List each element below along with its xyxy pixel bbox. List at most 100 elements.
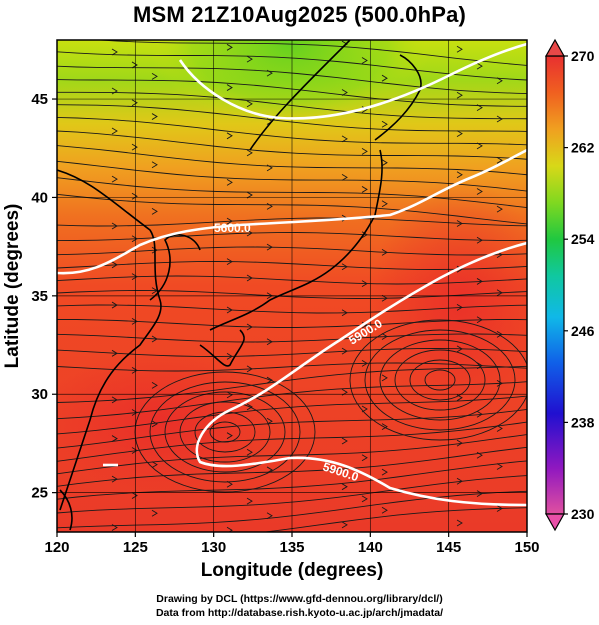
streamline-arrow bbox=[381, 120, 388, 128]
streamline-arrow bbox=[266, 376, 273, 384]
streamline-arrow bbox=[246, 229, 253, 237]
streamline-arrow bbox=[246, 55, 253, 63]
streamline-arrow bbox=[361, 405, 368, 413]
streamline bbox=[57, 408, 527, 449]
streamline-arrow bbox=[476, 188, 483, 195]
streamline-arrow bbox=[226, 84, 233, 91]
streamline-arrow bbox=[476, 316, 483, 324]
streamline-arrow bbox=[341, 521, 348, 529]
streamline-arrow bbox=[246, 403, 253, 411]
streamline-arrow bbox=[111, 396, 118, 404]
contour-label-5600: 5600.0 bbox=[214, 221, 251, 235]
wind-streamlines bbox=[57, 40, 527, 532]
streamline-arrow bbox=[226, 179, 233, 186]
y-tick-label: 35 bbox=[31, 288, 48, 305]
vortex-streamline bbox=[379, 339, 501, 421]
streamline-arrow bbox=[111, 475, 118, 483]
streamline-arrow bbox=[361, 231, 368, 239]
streamline-arrow bbox=[226, 352, 233, 360]
vortex-streamline bbox=[149, 381, 301, 483]
streamline-arrow bbox=[456, 304, 463, 311]
streamline bbox=[57, 217, 527, 227]
vortex-streamline bbox=[164, 391, 286, 473]
contour-5600-north bbox=[178, 42, 527, 120]
streamline-arrow bbox=[131, 273, 138, 281]
streamline-arrow bbox=[381, 506, 388, 514]
streamline-arrow bbox=[151, 72, 158, 80]
coastlines bbox=[57, 40, 422, 531]
streamline bbox=[57, 395, 527, 435]
streamline-arrow bbox=[361, 186, 368, 193]
streamline bbox=[57, 475, 527, 514]
vortex-streamline bbox=[394, 349, 486, 411]
streamline-arrow bbox=[496, 205, 503, 213]
streamline-arrow bbox=[131, 447, 138, 454]
streamline-arrow bbox=[266, 466, 273, 474]
streamline-arrow bbox=[456, 345, 463, 353]
streamline-arrow bbox=[226, 43, 233, 51]
colorbar: 270 262 254 246 238 230 bbox=[544, 38, 595, 532]
streamline-arrow bbox=[111, 48, 118, 56]
streamline-arrow bbox=[456, 220, 463, 227]
streamline-arrow bbox=[131, 99, 138, 107]
graticule bbox=[57, 40, 527, 532]
streamline-arrow bbox=[131, 409, 138, 416]
vortex-streamline bbox=[349, 319, 527, 441]
streamline-arrow bbox=[381, 374, 388, 382]
y-tick-label: 25 bbox=[31, 485, 48, 502]
streamline-arrow bbox=[341, 263, 348, 271]
streamline-arrow bbox=[151, 381, 158, 389]
x-tick-label: 140 bbox=[358, 539, 383, 556]
streamline-arrow bbox=[131, 192, 138, 200]
streamline-arrow bbox=[381, 159, 388, 167]
height-contours bbox=[57, 42, 527, 507]
streamline-arrow bbox=[266, 338, 273, 346]
colorbar-bottom-arrow bbox=[544, 513, 566, 532]
streamline-arrow bbox=[151, 420, 158, 428]
vortex-streamline bbox=[424, 369, 456, 391]
streamline-arrow bbox=[476, 278, 483, 285]
colorbar-tick-label: 270 bbox=[571, 48, 595, 64]
streamline-arrow bbox=[341, 483, 348, 491]
streamline-arrow bbox=[456, 519, 463, 527]
streamline bbox=[57, 177, 527, 209]
streamline bbox=[57, 79, 527, 107]
streamline-arrow bbox=[151, 113, 158, 120]
x-tick-label: 125 bbox=[123, 539, 148, 556]
streamline-arrow bbox=[381, 200, 388, 208]
streamline-arrow bbox=[266, 164, 273, 172]
y-axis-ticks: 25 30 35 40 45 bbox=[31, 91, 57, 502]
streamline-arrow bbox=[496, 115, 503, 123]
x-tick-label: 135 bbox=[279, 539, 304, 556]
streamline-arrow bbox=[246, 497, 253, 505]
streamline-arrow bbox=[496, 463, 503, 470]
streamline-arrow bbox=[246, 274, 253, 282]
x-tick-label: 130 bbox=[201, 539, 226, 556]
x-tick-label: 120 bbox=[44, 539, 69, 556]
streamline-arrow bbox=[476, 142, 483, 150]
streamline-arrow bbox=[151, 509, 158, 517]
y-axis-label: Latitude (degrees) bbox=[2, 204, 23, 369]
streamline bbox=[57, 446, 527, 487]
streamline-arrow bbox=[111, 87, 118, 95]
streamline-arrow bbox=[341, 89, 348, 96]
streamline bbox=[57, 193, 527, 225]
streamline bbox=[57, 333, 527, 343]
streamline-arrow bbox=[496, 425, 503, 432]
y-tick-label: 40 bbox=[31, 189, 48, 206]
streamline bbox=[57, 51, 527, 81]
streamline-arrow bbox=[131, 492, 138, 499]
colorbar-tick-label: 238 bbox=[571, 414, 595, 430]
streamline-arrow bbox=[226, 258, 233, 266]
streamline-arrow bbox=[361, 280, 368, 288]
streamline-arrow bbox=[341, 437, 348, 445]
streamline-arrow bbox=[496, 77, 503, 85]
streamline bbox=[57, 65, 527, 95]
streamline-arrow bbox=[456, 91, 463, 99]
streamline-arrow bbox=[456, 45, 463, 53]
streamline-arrow bbox=[456, 171, 463, 179]
x-tick-label: 150 bbox=[514, 539, 539, 556]
colorbar-tick-label: 254 bbox=[571, 231, 595, 247]
streamline bbox=[57, 145, 527, 176]
